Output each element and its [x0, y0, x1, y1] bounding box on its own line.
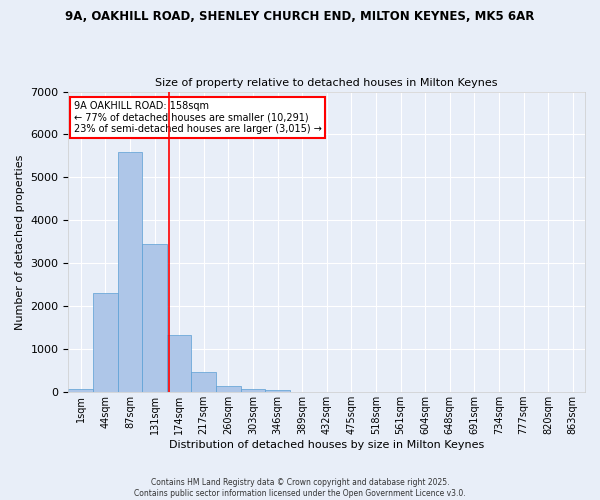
Bar — [68, 389, 93, 392]
Bar — [241, 389, 265, 392]
Bar — [167, 336, 191, 392]
Bar — [191, 372, 216, 392]
Bar — [118, 152, 142, 392]
Bar — [216, 386, 241, 392]
Bar — [93, 294, 118, 392]
X-axis label: Distribution of detached houses by size in Milton Keynes: Distribution of detached houses by size … — [169, 440, 484, 450]
Text: Contains HM Land Registry data © Crown copyright and database right 2025.
Contai: Contains HM Land Registry data © Crown c… — [134, 478, 466, 498]
Title: Size of property relative to detached houses in Milton Keynes: Size of property relative to detached ho… — [155, 78, 498, 88]
Bar — [265, 390, 290, 392]
Text: 9A OAKHILL ROAD: 158sqm
← 77% of detached houses are smaller (10,291)
23% of sem: 9A OAKHILL ROAD: 158sqm ← 77% of detache… — [74, 100, 322, 134]
Bar — [142, 244, 167, 392]
Text: 9A, OAKHILL ROAD, SHENLEY CHURCH END, MILTON KEYNES, MK5 6AR: 9A, OAKHILL ROAD, SHENLEY CHURCH END, MI… — [65, 10, 535, 23]
Y-axis label: Number of detached properties: Number of detached properties — [15, 154, 25, 330]
